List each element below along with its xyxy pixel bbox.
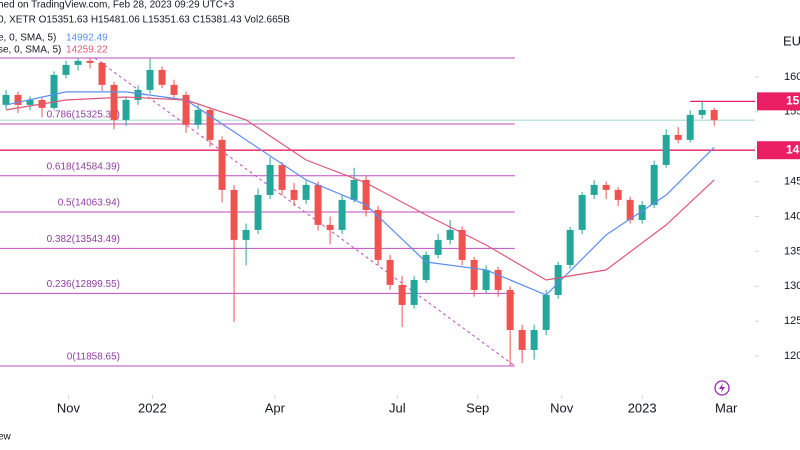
ohlc-legend: 0, XETR O15351.63 H15481.06 L15351.63 C1… [0, 15, 290, 26]
candle-body [494, 269, 502, 290]
candle-body [602, 184, 610, 190]
candle-body [530, 329, 538, 350]
candle-body [638, 204, 646, 220]
candle-body [122, 99, 130, 120]
fib-label: 0.5(14063.94) [58, 198, 120, 209]
currency-label: EU [783, 33, 800, 48]
candle-body [98, 62, 106, 85]
legend-value: 14259.22 [66, 45, 108, 56]
fib-label: 0.236(12899.55) [47, 279, 120, 290]
candle-body [110, 84, 118, 120]
sma-line [5, 91, 715, 296]
candle-body [458, 229, 466, 260]
x-tick-label: Sep [466, 400, 489, 415]
legend-value: 14992.49 [66, 33, 108, 44]
candle-body [650, 164, 658, 205]
candle-body [26, 99, 34, 105]
price-box-label: 15650 [786, 94, 800, 108]
publish-note: hed on TradingView.com, Feb 28, 2023 09:… [0, 0, 235, 11]
candle-body [506, 289, 514, 330]
fib-label: 0.786(15325.37) [47, 110, 120, 121]
fib-label: 0(11858.65) [67, 352, 120, 363]
fib-trend [94, 57, 516, 367]
candle-body [62, 64, 70, 75]
y-tick-label: 12500 [784, 315, 800, 327]
y-tick-label: 12000 [784, 350, 800, 362]
candle-body [482, 269, 490, 290]
x-tick-label: Nov [57, 400, 81, 415]
candle-body [86, 60, 94, 63]
candle-body [410, 279, 418, 305]
y-tick-label: 13000 [784, 280, 800, 292]
candle-body [14, 94, 22, 105]
footer-text: ew [0, 432, 12, 443]
candle-body [374, 209, 382, 260]
candle-body [518, 329, 526, 350]
candle-body [338, 199, 346, 230]
x-tick-label: 2023 [628, 400, 657, 415]
x-tick-label: Mar [715, 400, 738, 415]
event-icon[interactable] [714, 380, 730, 396]
candle-body [434, 239, 442, 255]
y-tick-label: 14000 [784, 210, 800, 222]
candle-body [194, 109, 202, 125]
candle-body [386, 259, 394, 285]
candle-body [350, 179, 358, 200]
candle-body [422, 254, 430, 280]
fib-label: 0.382(13543.49) [47, 234, 120, 245]
candle-body [554, 264, 562, 295]
candle-body [470, 259, 478, 290]
event-bolt [719, 383, 725, 393]
x-tick-label: Nov [550, 400, 574, 415]
candle-body [242, 229, 250, 240]
candle-body [566, 229, 574, 265]
candle-body [50, 74, 58, 108]
price-box [757, 92, 800, 111]
candle-body [134, 89, 142, 100]
price-box [757, 141, 800, 160]
candle-body [74, 60, 82, 65]
x-tick-label: Apr [265, 400, 286, 415]
candle-body [314, 184, 322, 225]
x-tick-label: Jul [389, 400, 406, 415]
candle-body [590, 184, 598, 195]
fib-label: 0.618(14584.39) [47, 161, 120, 172]
candle-body [230, 189, 238, 240]
candle-body [2, 94, 10, 105]
candle-body [674, 134, 682, 140]
candle-body [710, 109, 718, 121]
y-tick-label: 16000 [784, 71, 800, 83]
y-tick-label: 14500 [784, 176, 800, 188]
candle-body [446, 229, 454, 240]
y-tick-label: 13500 [784, 245, 800, 257]
candle-body [182, 94, 190, 125]
candle-body [290, 189, 298, 200]
candle-body [686, 114, 694, 140]
candle-body [362, 179, 370, 210]
candle-body [170, 84, 178, 95]
candle-body [218, 139, 226, 190]
candle-body [614, 189, 622, 200]
candle-body [302, 184, 310, 200]
candle-body [326, 224, 334, 230]
legend-name: e, 0, SMA, 5) [0, 33, 56, 44]
legend-name: se, 0, SMA, 5) [0, 45, 61, 56]
sma-line [5, 96, 715, 281]
candle-body [266, 164, 274, 195]
candle-body [542, 294, 550, 330]
candle-body [626, 199, 634, 220]
candle-body [146, 69, 154, 90]
candle-body [698, 109, 706, 115]
candle-body [206, 109, 214, 140]
candle-body [158, 69, 166, 85]
candle-body [254, 194, 262, 230]
candle-body [398, 284, 406, 305]
x-tick-label: 2022 [138, 400, 167, 415]
candle-body [578, 194, 586, 230]
candle-body [662, 134, 670, 165]
candle-body [278, 164, 286, 190]
price-box-label: 14950 [786, 142, 800, 156]
